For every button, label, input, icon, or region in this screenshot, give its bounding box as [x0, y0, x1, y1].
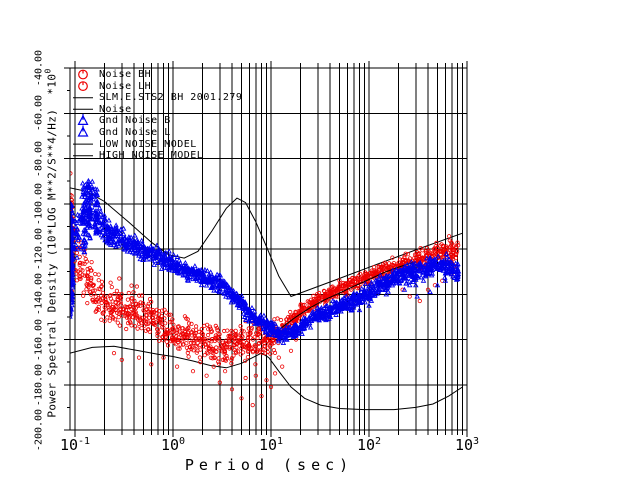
- x-tick-label: 10-1: [59, 436, 91, 454]
- low-noise-model-line: [70, 345, 463, 411]
- x-tick-label: 101: [258, 436, 284, 454]
- legend-item-label: Noise LH: [99, 80, 152, 92]
- legend-item-label: Gnd Noise B: [99, 115, 171, 127]
- y-axis-title-text: Power Spectral Density (10*LOG M**2/S**4…: [45, 108, 59, 418]
- legend-item-label: Gnd Noise L: [99, 127, 171, 138]
- legend-item-label: Noise BH: [99, 69, 152, 80]
- x-tick-label: 103: [454, 436, 480, 454]
- slm-sts2-psd-line: [274, 262, 413, 334]
- grid-lines: [70, 68, 468, 430]
- x-tick-label: 102: [356, 436, 382, 454]
- plot-border: [69, 67, 468, 431]
- legend-item-label: Noise: [99, 103, 132, 115]
- axis-ticks: [64, 61, 468, 437]
- high-noise-model-line: [70, 187, 463, 298]
- y-axis-title: Power Spectral Density (10*LOG M**2/S**4…: [44, 33, 59, 453]
- y-axis-multiplier: *10: [45, 73, 59, 95]
- y-axis-multiplier-exp: 0: [43, 68, 53, 74]
- legend-item-label: SLM.E.STS2 BH 2001.279: [99, 92, 243, 104]
- legend-item-label: HIGH NOISE MODEL: [99, 150, 204, 162]
- scatter-noise-red: [70, 171, 461, 408]
- x-axis-title: Period (sec): [184, 456, 354, 474]
- legend-symbols: [73, 69, 93, 157]
- x-tick-label: 100: [160, 436, 186, 454]
- legend-item-label: LOW NOISE MODEL: [99, 138, 197, 150]
- y-tick-label: -40.00: [33, 49, 45, 87]
